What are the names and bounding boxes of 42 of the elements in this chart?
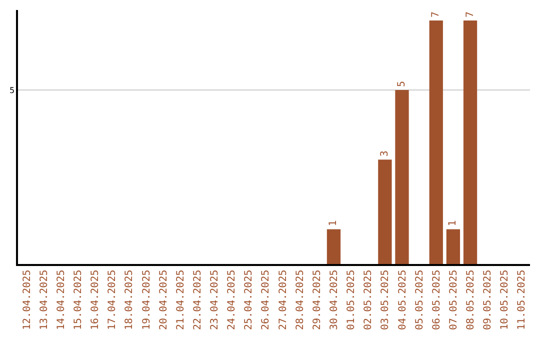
x-tick-label: 25.04.2025 xyxy=(244,270,255,330)
x-tick-label: 04.05.2025 xyxy=(397,270,408,330)
x-tick-label: 27.04.2025 xyxy=(278,270,289,330)
bar xyxy=(446,229,460,264)
x-tick-label: 16.04.2025 xyxy=(90,270,102,330)
data-label: 5 xyxy=(396,81,408,88)
x-tick-label: 28.04.2025 xyxy=(294,270,306,330)
x-tick-label: 26.04.2025 xyxy=(260,270,272,330)
x-tick-label: 08.05.2025 xyxy=(466,270,477,330)
data-label: 1 xyxy=(328,220,340,226)
x-tick-label: 02.05.2025 xyxy=(363,270,374,330)
bar xyxy=(429,20,443,264)
x-tick-label: 01.05.2025 xyxy=(346,270,358,330)
bar xyxy=(326,229,341,264)
x-tick-label: 30.04.2025 xyxy=(328,270,340,330)
bar xyxy=(378,160,392,264)
x-tick-label: 17.04.2025 xyxy=(107,270,118,330)
x-tick-label: 05.05.2025 xyxy=(414,270,426,330)
data-label: 1 xyxy=(448,220,459,226)
x-tick-label: 14.04.2025 xyxy=(56,270,67,330)
x-tick-label: 12.04.2025 xyxy=(22,270,33,330)
data-label: 3 xyxy=(379,150,390,157)
x-tick-label: 24.04.2025 xyxy=(226,270,238,330)
x-tick-label: 23.04.2025 xyxy=(210,270,221,330)
x-tick-label: 11.05.2025 xyxy=(516,270,528,330)
x-tick-label: 13.04.2025 xyxy=(38,270,50,330)
x-tick-label: 06.05.2025 xyxy=(431,270,442,330)
x-tick-label: 19.04.2025 xyxy=(141,270,152,330)
x-tick-label: 22.04.2025 xyxy=(192,270,204,330)
bar xyxy=(463,20,478,264)
x-tick-label: 20.04.2025 xyxy=(158,270,170,330)
x-tick-label: 07.05.2025 xyxy=(448,270,460,330)
x-tick-label: 29.04.2025 xyxy=(312,270,323,330)
x-tick-label: 18.04.2025 xyxy=(124,270,136,330)
data-label: 7 xyxy=(464,11,476,18)
x-tick-label: 21.04.2025 xyxy=(175,270,186,330)
x-tick-label: 09.05.2025 xyxy=(482,270,494,330)
bar xyxy=(395,90,409,264)
x-tick-label: 10.05.2025 xyxy=(500,270,511,330)
x-tick-label: 03.05.2025 xyxy=(380,270,392,330)
x-tick-label: 15.04.2025 xyxy=(72,270,84,330)
data-label: 7 xyxy=(430,11,442,18)
